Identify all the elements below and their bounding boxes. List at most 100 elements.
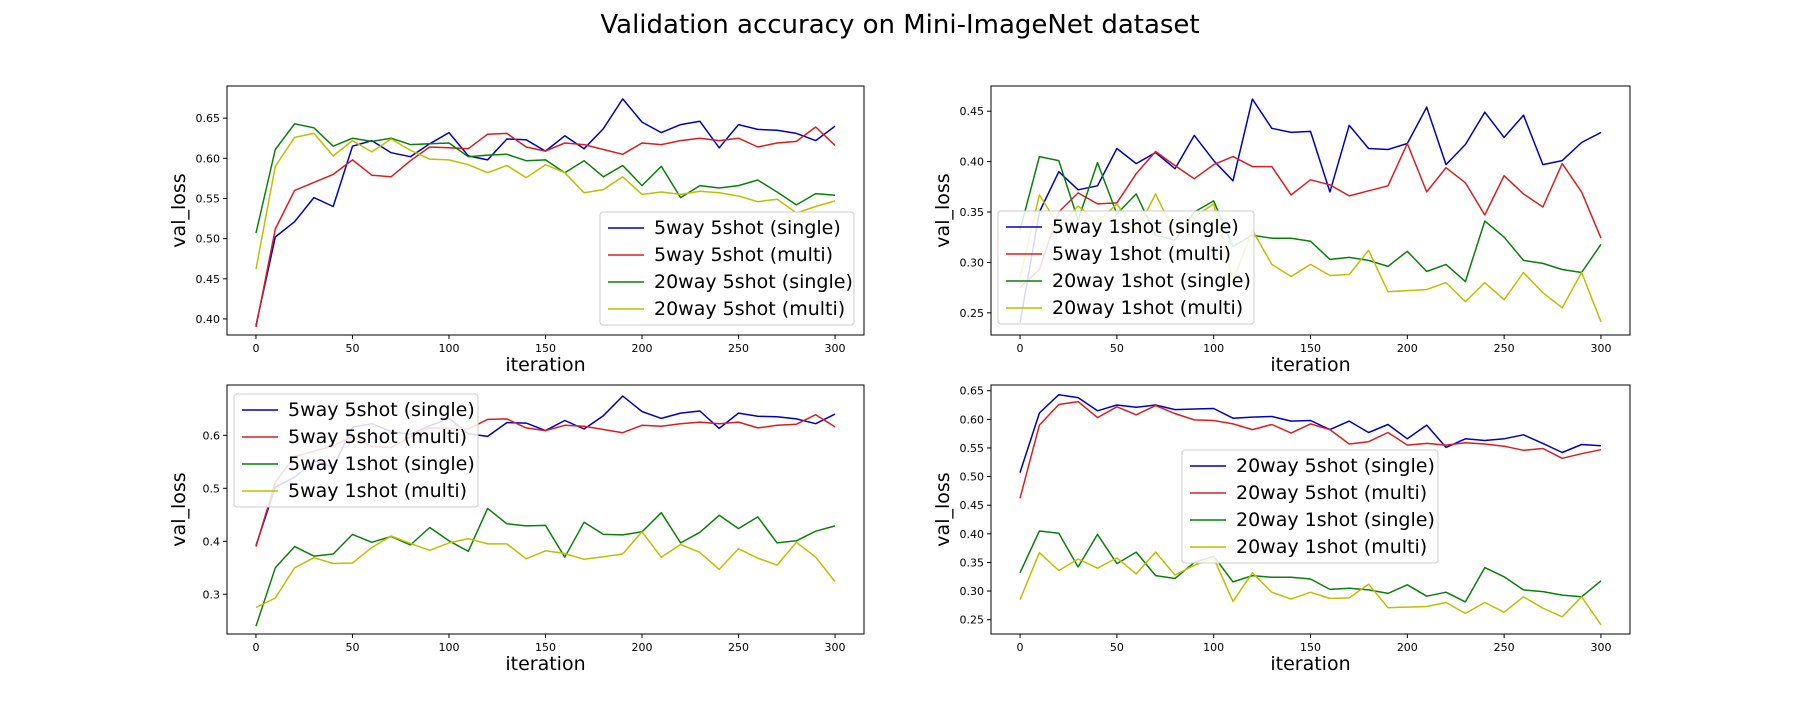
x-tick-label: 0	[252, 342, 259, 355]
x-tick-label: 100	[438, 342, 459, 355]
figure-title: Validation accuracy on Mini-ImageNet dat…	[600, 10, 1199, 40]
legend: 5way 1shot (single) 5way 1shot (multi) 20w…	[997, 210, 1255, 325]
legend-box	[233, 393, 479, 508]
y-tick-label: 0.4	[203, 535, 221, 548]
y-tick-label: 0.60	[960, 413, 985, 426]
legend: 5way 5shot (single) 5way 5shot (multi) 20w…	[599, 211, 855, 326]
y-tick-label: 0.30	[960, 585, 985, 598]
x-tick-label: 50	[345, 342, 359, 355]
legend-entry: 5way 5shot (single)	[654, 217, 841, 239]
subplot-3: 0 50 100 150 200 250 300 0.3 0.4 0.5 0.6 iteration v…	[168, 384, 865, 675]
x-tick-label: 300	[825, 342, 846, 355]
legend-entry: 20way 5shot (single)	[654, 271, 853, 293]
x-tick-label: 250	[728, 342, 749, 355]
x-tick-label: 50	[1110, 342, 1124, 355]
y-tick-label: 0.35	[960, 206, 985, 219]
legend-entry: 5way 1shot (single)	[288, 453, 475, 475]
series-line-4	[255, 531, 836, 609]
y-tick-label: 0.55	[196, 192, 221, 205]
series-line-1	[1019, 98, 1602, 324]
subplots: 0 50 100 150 200 250 3000.400.450.500.550.600.…	[168, 85, 1631, 675]
x-tick-label: 100	[438, 641, 459, 654]
y-axis-label: val_loss	[932, 173, 954, 247]
y-tick-label: 0.5	[203, 482, 221, 495]
y-tick-label: 0.40	[960, 528, 985, 541]
legend: 20way 5shot (single) 20way 5shot (multi) 2…	[1181, 449, 1439, 564]
y-tick-label: 0.45	[960, 499, 985, 512]
series-line-2	[1019, 142, 1602, 289]
x-axis-label: iteration	[1270, 354, 1350, 376]
y-tick-label: 0.35	[960, 556, 985, 569]
y-axis-label: val_loss	[932, 472, 954, 546]
x-tick-label: 100	[1203, 342, 1224, 355]
x-tick-label: 300	[1590, 342, 1611, 355]
y-axis-label: val_loss	[168, 472, 190, 546]
x-axis-label: iteration	[505, 354, 585, 376]
series-line-3	[1019, 530, 1602, 603]
legend-entry: 20way 5shot (single)	[1236, 455, 1435, 477]
subplot-2: 0 50 100 150 200 250 300 0.25 0.30 0.35 0.40 0.45 it…	[932, 85, 1631, 376]
series-line-3	[255, 507, 836, 627]
x-tick-label: 250	[728, 641, 749, 654]
y-tick-label: 0.25	[960, 307, 985, 320]
legend-entry: 20way 1shot (single)	[1052, 270, 1251, 292]
x-tick-label: 200	[632, 641, 653, 654]
y-tick-label: 0.40	[196, 313, 221, 326]
y-tick-label: 0.25	[960, 614, 985, 627]
x-tick-label: 200	[632, 342, 653, 355]
series-line-2	[255, 126, 836, 328]
x-tick-label: 150	[535, 641, 556, 654]
x-tick-label: 150	[1300, 342, 1321, 355]
y-tick-label: 0.65	[960, 385, 985, 398]
x-tick-label: 250	[1494, 641, 1515, 654]
y-tick-label: 0.50	[960, 471, 985, 484]
y-tick-label: 0.65	[196, 112, 221, 125]
legend-entry: 20way 5shot (multi)	[654, 298, 845, 320]
series-line-4	[1019, 193, 1602, 323]
y-axis-label: val_loss	[168, 173, 190, 247]
series-line-4	[1019, 551, 1602, 626]
y-tick-label: 0.30	[960, 256, 985, 269]
x-tick-label: 300	[1590, 641, 1611, 654]
legend-entry: 5way 5shot (single)	[288, 399, 475, 421]
y-tick-label: 0.45	[960, 105, 985, 118]
x-tick-label: 0	[1017, 342, 1024, 355]
subplot-1: 0 50 100 150 200 250 300 0.40 0.45 0.50 0.55 0.60 0.…	[168, 85, 865, 376]
y-tick-label: 0.60	[196, 152, 221, 165]
x-tick-label: 0	[1017, 641, 1024, 654]
x-tick-label: 50	[345, 641, 359, 654]
y-tick-label: 0.45	[196, 273, 221, 286]
x-tick-label: 300	[825, 641, 846, 654]
y-tick-label: 0.40	[960, 156, 985, 169]
legend-entry: 5way 1shot (multi)	[1052, 243, 1231, 265]
legend-entry: 20way 1shot (single)	[1236, 509, 1435, 531]
legend-entry: 20way 1shot (multi)	[1052, 297, 1243, 319]
legend-entry: 5way 1shot (single)	[1052, 216, 1239, 238]
y-tick-label: 0.6	[203, 429, 221, 442]
x-tick-label: 200	[1397, 641, 1418, 654]
legend-entry: 20way 5shot (multi)	[1236, 482, 1427, 504]
series-line-4	[255, 132, 836, 270]
legend-box	[599, 211, 855, 326]
x-axis-label: iteration	[505, 653, 585, 675]
x-tick-label: 100	[1203, 641, 1224, 654]
legend: 5way 5shot (single) 5way 5shot (multi) 5wa…	[233, 393, 479, 508]
legend-entry: 5way 1shot (multi)	[288, 480, 467, 502]
legend-entry: 5way 5shot (multi)	[654, 244, 833, 266]
x-tick-label: 250	[1494, 342, 1515, 355]
x-axis-label: iteration	[1270, 653, 1350, 675]
series-line-1	[1019, 393, 1602, 473]
legend-entry: 5way 5shot (multi)	[288, 426, 467, 448]
x-tick-label: 50	[1110, 641, 1124, 654]
x-tick-label: 150	[535, 342, 556, 355]
series-line-3	[255, 123, 836, 234]
y-tick-label: 0.50	[196, 233, 221, 246]
x-tick-label: 0	[252, 641, 259, 654]
legend-entry: 20way 1shot (multi)	[1236, 536, 1427, 558]
x-tick-label: 200	[1397, 342, 1418, 355]
legend-box	[1181, 449, 1439, 564]
series-line-2	[1019, 400, 1602, 499]
subplot-4: 0 50 100 150 200 250 300 0.25 0.30 0.35 0.40 0.45 0.…	[932, 384, 1631, 675]
y-tick-label: 0.3	[203, 588, 221, 601]
